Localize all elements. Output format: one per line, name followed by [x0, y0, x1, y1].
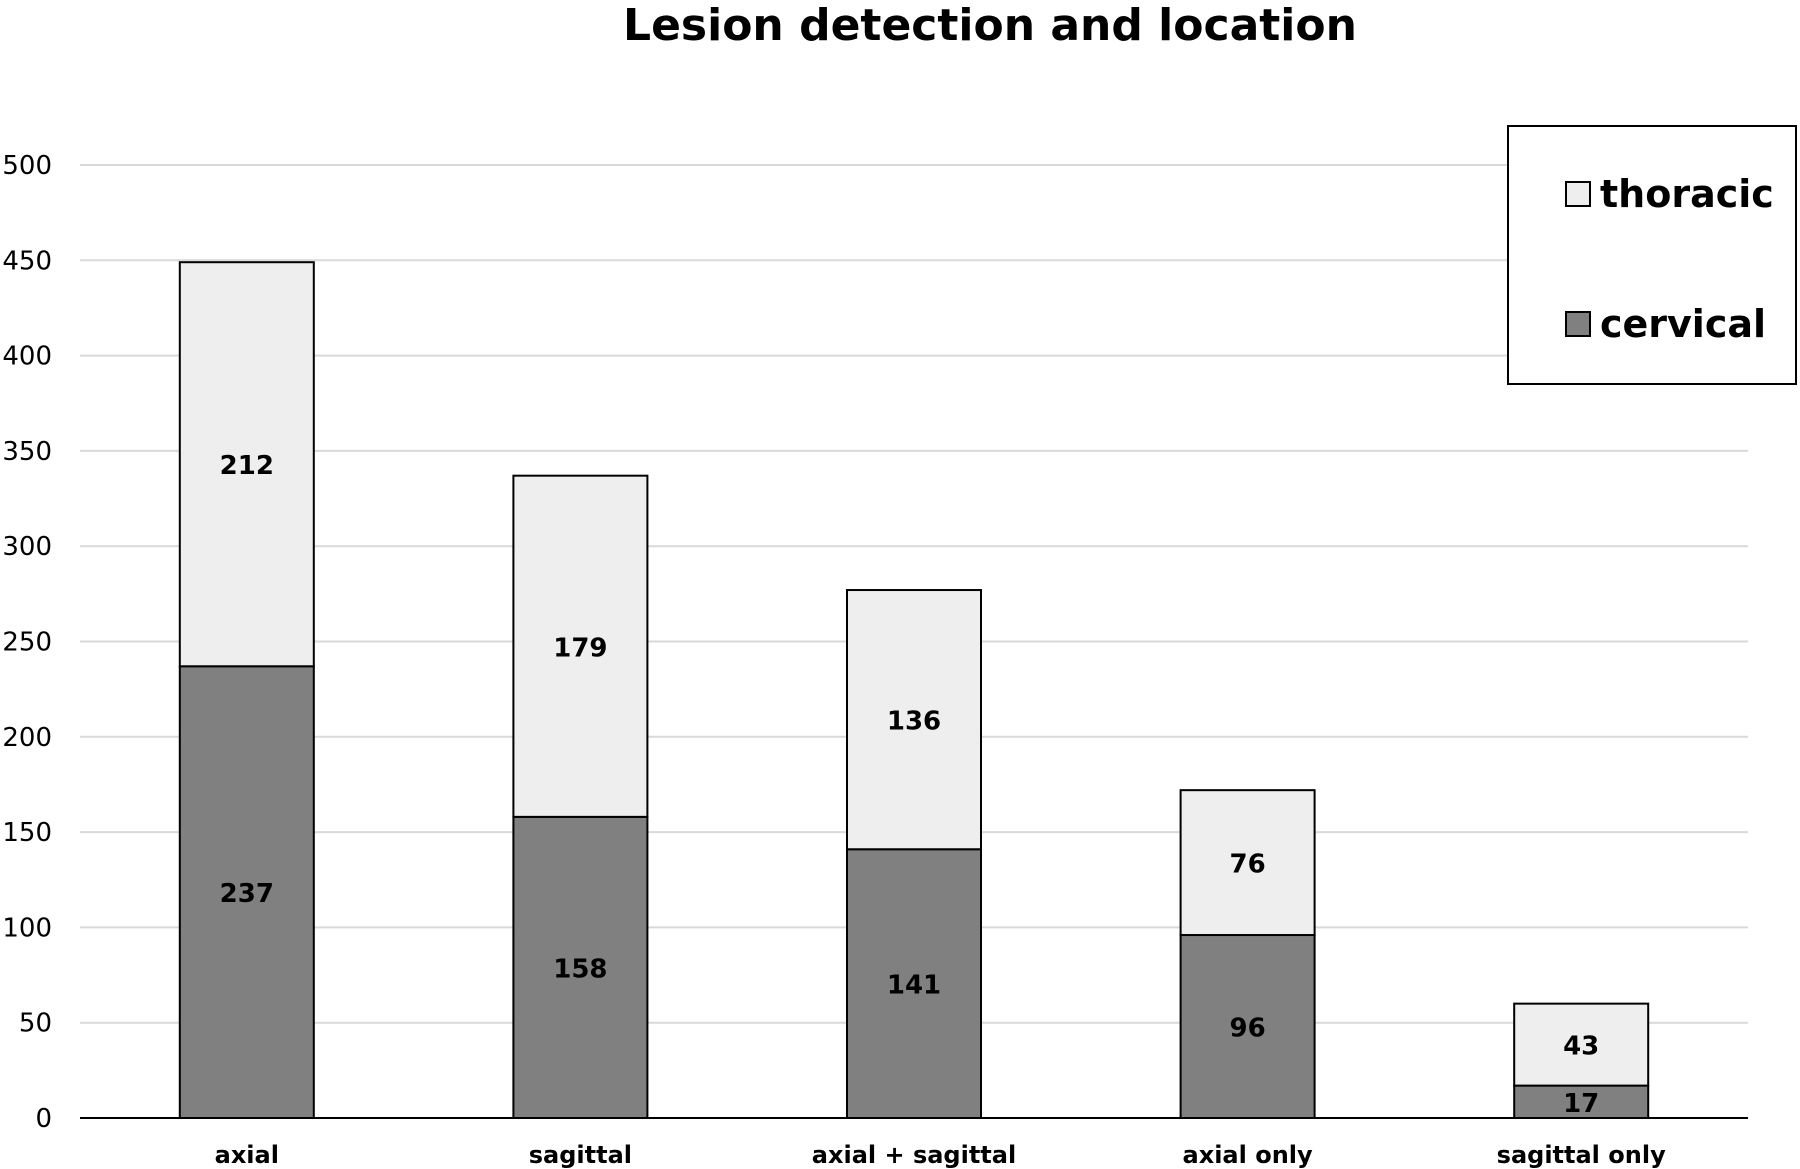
- legend-label-thoracic: thoracic: [1600, 172, 1774, 216]
- chart-title: Lesion detection and location: [623, 0, 1357, 51]
- y-tick-label: 400: [2, 342, 52, 372]
- legend-swatch-cervical: [1565, 311, 1591, 337]
- legend-swatch-thoracic: [1565, 181, 1591, 207]
- data-labels: 237 212 158 179 141 136 96 76 17 43: [220, 451, 1600, 1119]
- x-category-label: axial only: [1183, 1141, 1313, 1169]
- y-tick-label: 250: [2, 628, 52, 658]
- bar-thoracic-0: [178, 261, 315, 668]
- y-axis-tick-labels: 0 50 100 150 200 250 300 350 400 450 500: [2, 151, 52, 1134]
- legend-box: [1507, 125, 1797, 385]
- y-tick-label: 300: [2, 532, 52, 562]
- x-category-label: axial + sagittal: [812, 1141, 1016, 1169]
- legend-label-cervical: cervical: [1600, 302, 1766, 346]
- y-tick-label: 350: [2, 437, 52, 467]
- x-category-label: sagittal only: [1497, 1141, 1666, 1169]
- bar-thoracic-1: [512, 474, 649, 818]
- data-label-cervical: 141: [887, 971, 941, 1001]
- y-tick-label: 500: [2, 151, 52, 181]
- bar-cervical-2: [846, 848, 982, 1120]
- data-label-thoracic: 76: [1230, 850, 1266, 880]
- y-tick-label: 50: [19, 1009, 52, 1039]
- bar-cervical-3: [1179, 934, 1316, 1119]
- data-label-thoracic: 212: [220, 451, 274, 481]
- x-category-label: axial: [215, 1141, 279, 1169]
- x-axis-category-labels: axial sagittal axial + sagittal axial only s…: [215, 1141, 1666, 1169]
- bar-cervical-4: [1513, 1084, 1650, 1120]
- y-tick-label: 150: [2, 818, 52, 848]
- y-tick-label: 200: [2, 723, 52, 753]
- bar-thoracic-3: [1179, 789, 1316, 937]
- data-label-cervical: 237: [220, 879, 274, 909]
- data-label-thoracic: 43: [1563, 1032, 1599, 1062]
- legend: thoracic cervical: [1507, 125, 1797, 385]
- data-label-cervical: 96: [1230, 1014, 1266, 1044]
- data-label-cervical: 158: [553, 954, 607, 984]
- legend-items: thoracic cervical: [1565, 172, 1774, 346]
- y-tick-label: 100: [2, 913, 52, 943]
- x-category-label: sagittal: [529, 1141, 632, 1169]
- data-label-thoracic: 179: [553, 633, 607, 663]
- data-label-thoracic: 136: [887, 707, 941, 737]
- data-label-cervical: 17: [1563, 1089, 1599, 1119]
- bar-thoracic-4: [1513, 1002, 1650, 1087]
- y-tick-label: 450: [2, 246, 52, 276]
- y-tick-label: 0: [35, 1104, 52, 1134]
- bar-thoracic-2: [846, 589, 982, 851]
